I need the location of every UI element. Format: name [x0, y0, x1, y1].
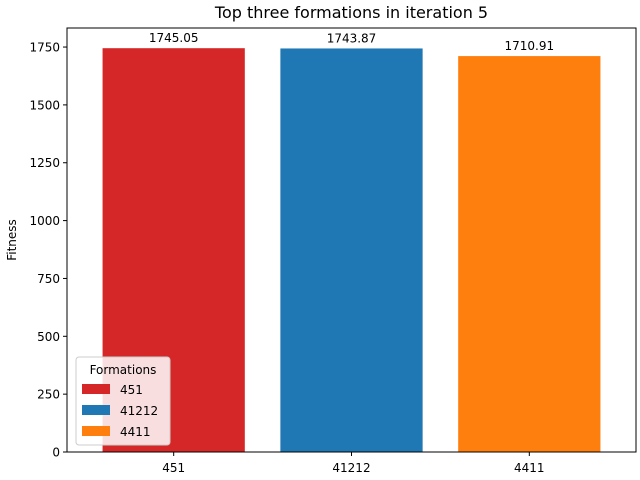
y-axis-label: Fitness	[5, 219, 19, 261]
y-tick-label-0: 0	[52, 446, 60, 460]
y-tick-label-750: 750	[37, 272, 60, 286]
legend: Formations 451 41212 4411	[75, 356, 171, 446]
y-tick-label-250: 250	[37, 388, 60, 402]
x-ticks-layer: 451 41212 4411	[162, 452, 545, 475]
x-tick-label-41212: 41212	[332, 461, 370, 475]
y-tick-label-1750: 1750	[29, 41, 60, 55]
axes-frame	[66, 27, 637, 453]
legend-box	[75, 356, 171, 446]
y-tick-label-1250: 1250	[29, 156, 60, 170]
legend-title: Formations	[90, 363, 157, 377]
legend-entry-4411: 4411	[120, 425, 151, 439]
x-tick-label-4411: 4411	[514, 461, 545, 475]
bar-value-label-4411: 1710.91	[505, 39, 555, 53]
axes-border	[66, 27, 637, 453]
chart-title: Top three formations in iteration 5	[214, 3, 488, 22]
bar-4411	[458, 56, 601, 453]
bar-41212	[280, 48, 423, 452]
y-ticks-layer: 0 250 500 750 1000 1250 1500 1750	[29, 41, 67, 460]
bar-value-label-451: 1745.05	[149, 31, 199, 45]
y-tick-label-1500: 1500	[29, 98, 60, 112]
y-tick-label-1000: 1000	[29, 214, 60, 228]
bar-value-label-41212: 1743.87	[327, 31, 377, 45]
x-tick-label-451: 451	[162, 461, 185, 475]
legend-entry-451: 451	[120, 383, 143, 397]
bars-layer: 1745.05 1743.87 1710.91	[102, 31, 601, 453]
legend-swatch-4411	[82, 426, 110, 436]
legend-swatch-451	[82, 384, 110, 394]
y-tick-label-500: 500	[37, 330, 60, 344]
legend-entry-41212: 41212	[120, 404, 158, 418]
legend-swatch-41212	[82, 405, 110, 415]
